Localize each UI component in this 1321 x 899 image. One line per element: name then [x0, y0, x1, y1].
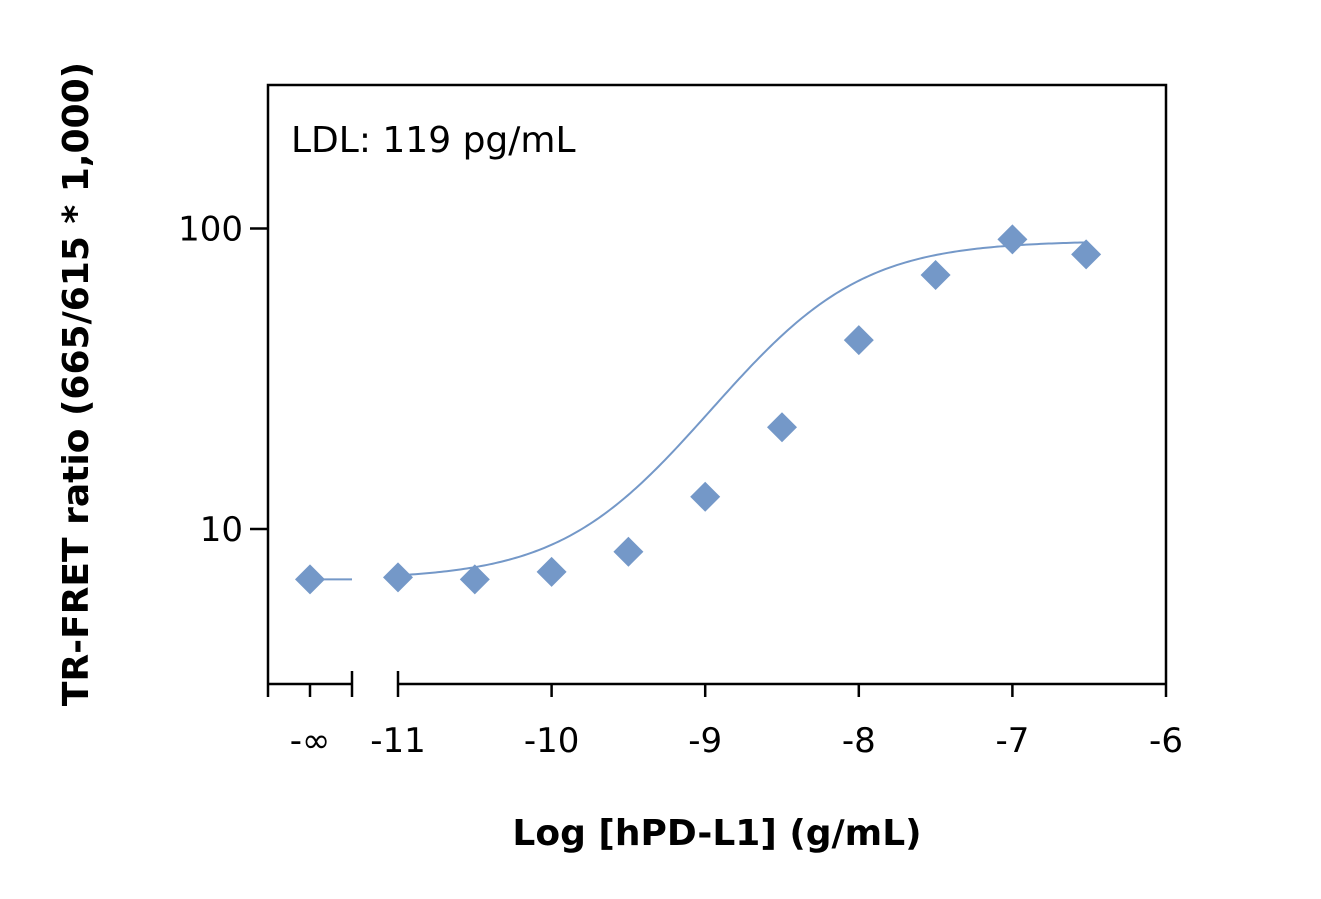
data-points: [295, 224, 1102, 595]
data-point: [997, 224, 1028, 255]
plot-frame: -∞: [266, 83, 1168, 761]
x-axis-title: Log [hPD-L1] (g/mL): [512, 813, 921, 854]
data-point: [690, 481, 721, 512]
plot-border: [266, 83, 1168, 684]
fit-curve-line: [397, 241, 1087, 577]
data-point: [459, 564, 490, 595]
data-point: [383, 562, 413, 593]
x-tick-label: -11: [370, 721, 426, 761]
y-axis-title: TR-FRET ratio (665/615 * 1,000): [56, 62, 97, 706]
y-tick-label: 10: [200, 510, 243, 550]
data-point: [843, 325, 874, 356]
y-ticks: 10 100: [178, 210, 268, 550]
fit-curve: [310, 241, 1087, 581]
data-point: [613, 536, 644, 567]
ldl-annotation: LDL: 119 pg/mL: [291, 120, 576, 161]
data-point: [920, 260, 951, 291]
x-tick-label: -8: [842, 721, 876, 761]
data-point: [536, 556, 567, 587]
x-ticks: -11 -10 -9 -8 -7 -6: [370, 684, 1183, 761]
data-point-zero: [295, 564, 325, 595]
x-tick-label: -7: [995, 721, 1029, 761]
x-tick-label-zero: -∞: [290, 721, 331, 761]
x-tick-label: -6: [1149, 721, 1183, 761]
x-tick-label: -10: [524, 721, 580, 761]
y-tick-label: 100: [178, 210, 243, 250]
data-point: [1071, 239, 1102, 270]
data-point: [767, 412, 797, 443]
x-tick-label: -9: [688, 721, 722, 761]
